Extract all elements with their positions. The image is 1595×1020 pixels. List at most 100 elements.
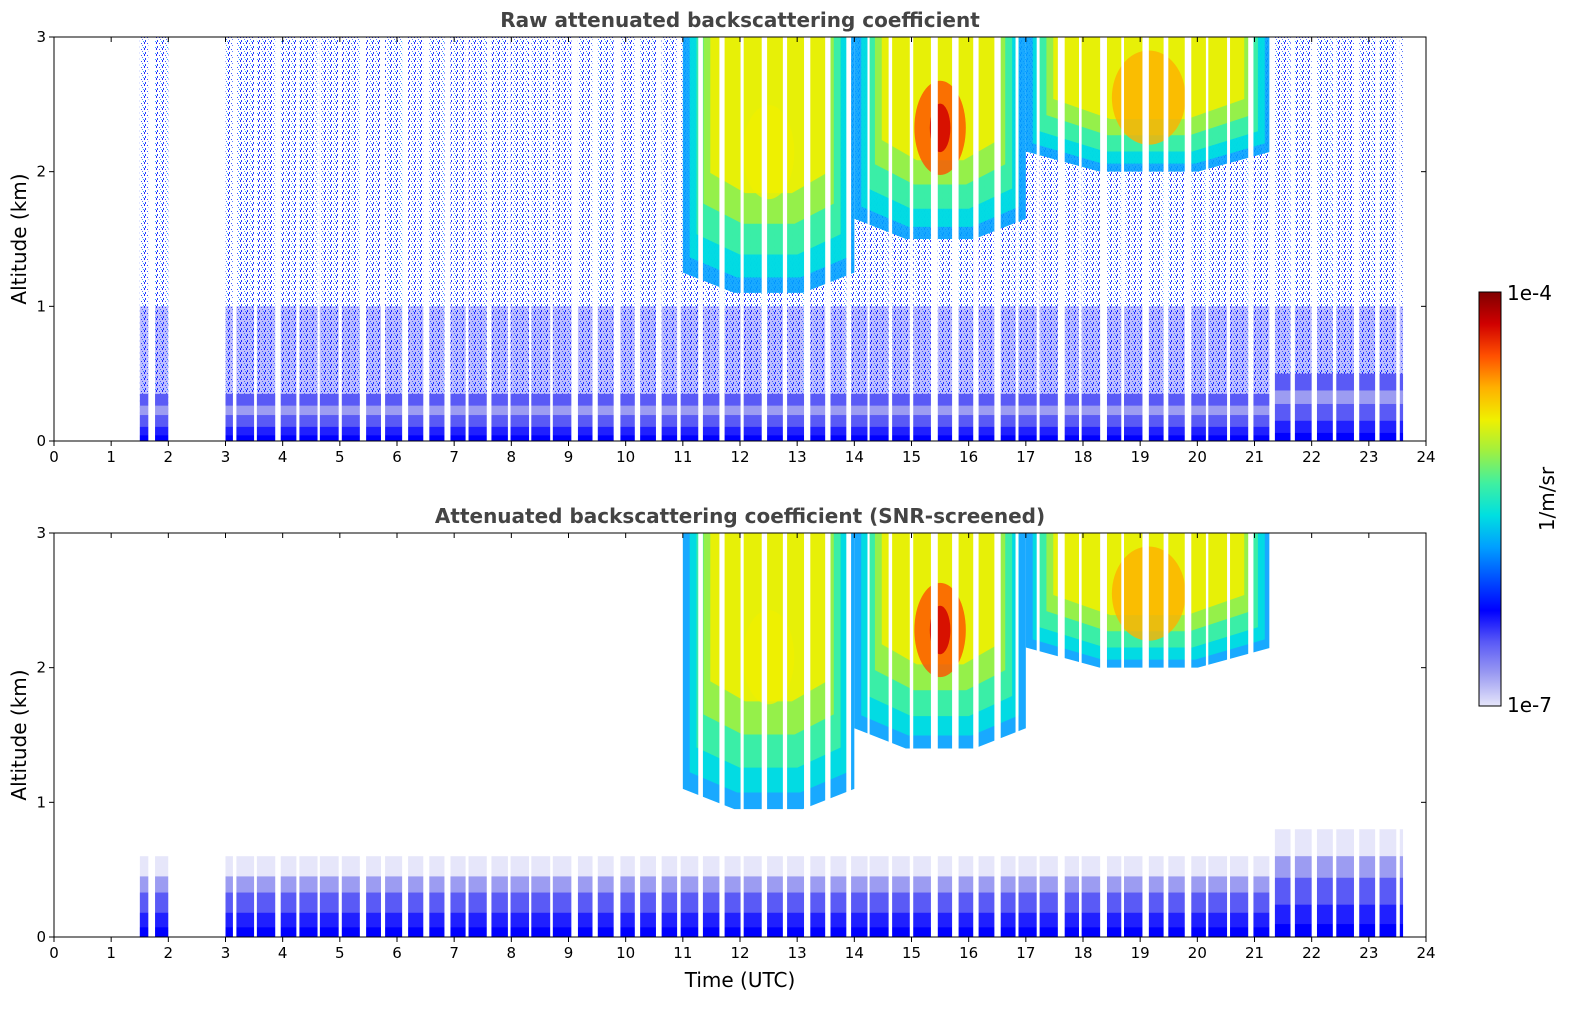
missing-profile xyxy=(1205,37,1209,441)
missing-profile xyxy=(1311,533,1317,937)
x-tick-label: 5 xyxy=(335,448,345,466)
missing-profile xyxy=(275,37,281,441)
missing-profile xyxy=(317,533,320,937)
missing-profile xyxy=(740,37,744,441)
missing-profile xyxy=(423,533,430,937)
y-tick-label: 0 xyxy=(36,432,46,450)
snr-screened-panel: Attenuated backscattering coefficient (S… xyxy=(7,504,1436,992)
missing-profile xyxy=(634,533,641,937)
panel2-x-axis: 0 1 2 3 4 5 6 7 8 9 10 11 12 13 14 15 16 17 18 19 20 21 22 23 24 xyxy=(49,533,1436,962)
panel2-title: Attenuated backscattering coefficient (S… xyxy=(435,504,1045,528)
missing-profile xyxy=(1332,533,1337,937)
missing-profile xyxy=(804,533,811,937)
missing-profile xyxy=(909,37,914,441)
missing-profile xyxy=(1227,533,1231,937)
missing-profile xyxy=(1396,37,1400,441)
colorbar-min-label: 1e-7 xyxy=(1507,693,1552,717)
missing-profile xyxy=(402,37,409,441)
missing-profile xyxy=(973,533,979,937)
missing-profile xyxy=(296,37,300,441)
missing-profile xyxy=(592,533,598,937)
x-tick-label: 17 xyxy=(1016,448,1035,466)
y-tick-label: 2 xyxy=(36,163,46,181)
missing-profile xyxy=(254,37,257,441)
missing-profile xyxy=(529,533,532,937)
missing-profile xyxy=(952,533,959,937)
missing-profile xyxy=(1184,533,1192,937)
colorbar-unit-label: 1/m/sr xyxy=(1535,466,1559,531)
missing-profile xyxy=(698,37,703,441)
panel2-ylabel: Altitude (km) xyxy=(7,669,31,800)
missing-profile xyxy=(846,37,852,441)
missing-profile xyxy=(761,533,768,937)
x-tick-label: 1 xyxy=(106,944,116,962)
x-tick-label: 10 xyxy=(616,944,635,962)
x-tick-label: 8 xyxy=(507,448,517,466)
missing-profile xyxy=(1269,37,1275,441)
x-tick-label: 12 xyxy=(730,448,749,466)
no-data-region xyxy=(168,533,226,937)
missing-profile xyxy=(444,533,451,937)
missing-profile xyxy=(782,37,788,441)
missing-profile xyxy=(634,37,641,441)
cloud-peak xyxy=(742,105,795,200)
missing-profile xyxy=(1396,533,1400,937)
missing-profile xyxy=(1311,37,1317,441)
missing-profile xyxy=(338,37,342,441)
missing-profile xyxy=(1121,533,1125,937)
x-tick-label: 7 xyxy=(449,944,459,962)
missing-profile xyxy=(804,37,811,441)
x-tick-label: 14 xyxy=(845,944,864,962)
panel2-xlabel: Time (UTC) xyxy=(684,968,796,992)
x-tick-label: 24 xyxy=(1416,944,1435,962)
missing-profile xyxy=(1078,533,1082,937)
missing-profile xyxy=(571,37,578,441)
x-tick-label: 20 xyxy=(1188,944,1207,962)
panel1-x-axis: 0 1 2 3 4 5 6 7 8 9 10 11 12 13 14 15 16 17 18 19 20 21 22 23 24 xyxy=(49,37,1436,466)
missing-profile xyxy=(1290,37,1295,441)
x-tick-label: 4 xyxy=(278,944,288,962)
missing-profile xyxy=(994,533,1001,937)
raw-backscatter-panel: Raw attenuated backscattering coefficien… xyxy=(7,8,1436,466)
missing-profile xyxy=(1248,37,1254,441)
missing-profile xyxy=(1100,37,1107,441)
missing-profile xyxy=(1375,37,1380,441)
missing-profile xyxy=(719,533,725,937)
y-tick-label: 0 xyxy=(36,928,46,946)
colorbar-scale xyxy=(1478,291,1502,707)
missing-profile xyxy=(148,533,156,937)
missing-profile xyxy=(1163,37,1169,441)
missing-profile xyxy=(1205,533,1209,937)
x-tick-label: 22 xyxy=(1302,944,1321,962)
x-tick-label: 6 xyxy=(392,944,402,962)
x-tick-label: 2 xyxy=(164,448,174,466)
x-tick-label: 14 xyxy=(845,448,864,466)
missing-profile xyxy=(232,533,237,937)
missing-profile xyxy=(655,37,662,441)
x-tick-label: 13 xyxy=(788,448,807,466)
missing-profile xyxy=(1121,37,1125,441)
missing-profile xyxy=(1100,533,1107,937)
colorbar: 1e-4 1e-7 1/m/sr xyxy=(1478,281,1559,717)
missing-profile xyxy=(486,533,492,937)
x-tick-label: 22 xyxy=(1302,448,1321,466)
x-tick-label: 9 xyxy=(564,944,574,962)
missing-profile xyxy=(825,37,831,441)
surface-layer-band xyxy=(1271,432,1404,441)
panel1-heatmap xyxy=(54,37,1426,441)
missing-profile xyxy=(465,37,469,441)
missing-profile xyxy=(1269,533,1275,937)
missing-profile xyxy=(444,37,451,441)
no-data-region xyxy=(54,37,140,441)
missing-profile xyxy=(571,533,578,937)
x-tick-label: 6 xyxy=(392,448,402,466)
surface-layer-band xyxy=(225,927,1272,937)
y-tick-label: 3 xyxy=(36,524,46,542)
missing-profile xyxy=(613,533,621,937)
x-tick-label: 21 xyxy=(1245,944,1264,962)
missing-profile xyxy=(1375,533,1380,937)
x-tick-label: 13 xyxy=(788,944,807,962)
x-tick-label: 21 xyxy=(1245,448,1264,466)
surface-layer-band xyxy=(1271,924,1404,937)
